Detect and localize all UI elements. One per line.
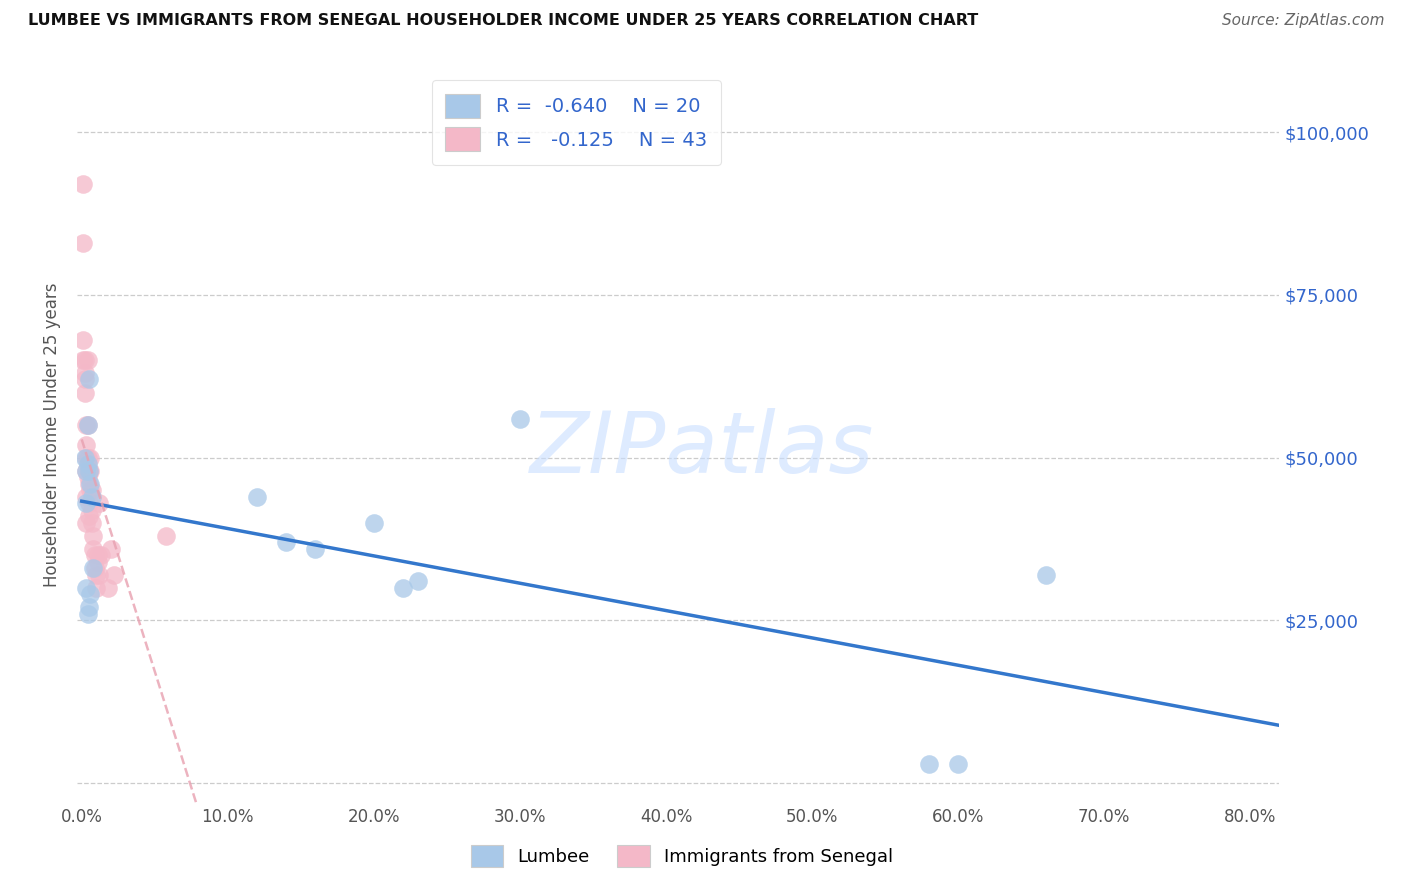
Point	[79, 464, 101, 478]
Point	[72, 235, 94, 250]
Point	[75, 490, 97, 504]
Text: ZIPatlas: ZIPatlas	[530, 408, 875, 491]
Point	[75, 418, 97, 433]
Point	[76, 418, 98, 433]
Point	[75, 464, 97, 478]
Point	[79, 476, 101, 491]
Point	[76, 353, 98, 368]
Point	[86, 567, 108, 582]
Point	[77, 464, 100, 478]
Point	[75, 464, 97, 478]
Point	[100, 541, 122, 556]
Point	[82, 561, 104, 575]
Point	[72, 353, 94, 368]
Point	[946, 756, 969, 771]
Point	[304, 541, 326, 556]
Point	[79, 483, 101, 498]
Legend: R =  -0.640    N = 20, R =   -0.125    N = 43: R = -0.640 N = 20, R = -0.125 N = 43	[432, 80, 721, 165]
Point	[155, 529, 177, 543]
Point	[80, 483, 103, 498]
Point	[75, 496, 97, 510]
Point	[89, 567, 111, 582]
Point	[82, 529, 104, 543]
Point	[76, 607, 98, 621]
Point	[97, 581, 120, 595]
Point	[72, 177, 94, 191]
Point	[80, 516, 103, 530]
Point	[77, 464, 100, 478]
Point	[72, 334, 94, 348]
Point	[90, 549, 112, 563]
Point	[89, 496, 111, 510]
Legend: Lumbee, Immigrants from Senegal: Lumbee, Immigrants from Senegal	[464, 838, 900, 874]
Point	[73, 353, 96, 368]
Point	[75, 437, 97, 451]
Point	[75, 516, 97, 530]
Point	[276, 535, 298, 549]
Point	[246, 490, 269, 504]
Point	[75, 581, 97, 595]
Y-axis label: Householder Income Under 25 years: Householder Income Under 25 years	[44, 283, 62, 587]
Point	[82, 541, 104, 556]
Point	[75, 450, 97, 465]
Point	[80, 490, 103, 504]
Point	[73, 450, 96, 465]
Point	[77, 496, 100, 510]
Point	[73, 385, 96, 400]
Point	[509, 411, 531, 425]
Point	[83, 549, 105, 563]
Point	[77, 372, 100, 386]
Point	[363, 516, 385, 530]
Point	[83, 561, 105, 575]
Point	[73, 372, 96, 386]
Point	[77, 476, 100, 491]
Point	[406, 574, 429, 589]
Point	[76, 457, 98, 471]
Point	[87, 555, 110, 569]
Point	[87, 549, 110, 563]
Point	[76, 450, 98, 465]
Point	[77, 600, 100, 615]
Point	[76, 470, 98, 484]
Point	[392, 581, 415, 595]
Point	[80, 502, 103, 516]
Point	[86, 581, 108, 595]
Point	[79, 450, 101, 465]
Point	[77, 509, 100, 524]
Point	[79, 587, 101, 601]
Point	[73, 366, 96, 380]
Text: LUMBEE VS IMMIGRANTS FROM SENEGAL HOUSEHOLDER INCOME UNDER 25 YEARS CORRELATION : LUMBEE VS IMMIGRANTS FROM SENEGAL HOUSEH…	[28, 13, 979, 29]
Point	[918, 756, 941, 771]
Point	[103, 567, 125, 582]
Text: Source: ZipAtlas.com: Source: ZipAtlas.com	[1222, 13, 1385, 29]
Point	[76, 418, 98, 433]
Point	[1035, 567, 1057, 582]
